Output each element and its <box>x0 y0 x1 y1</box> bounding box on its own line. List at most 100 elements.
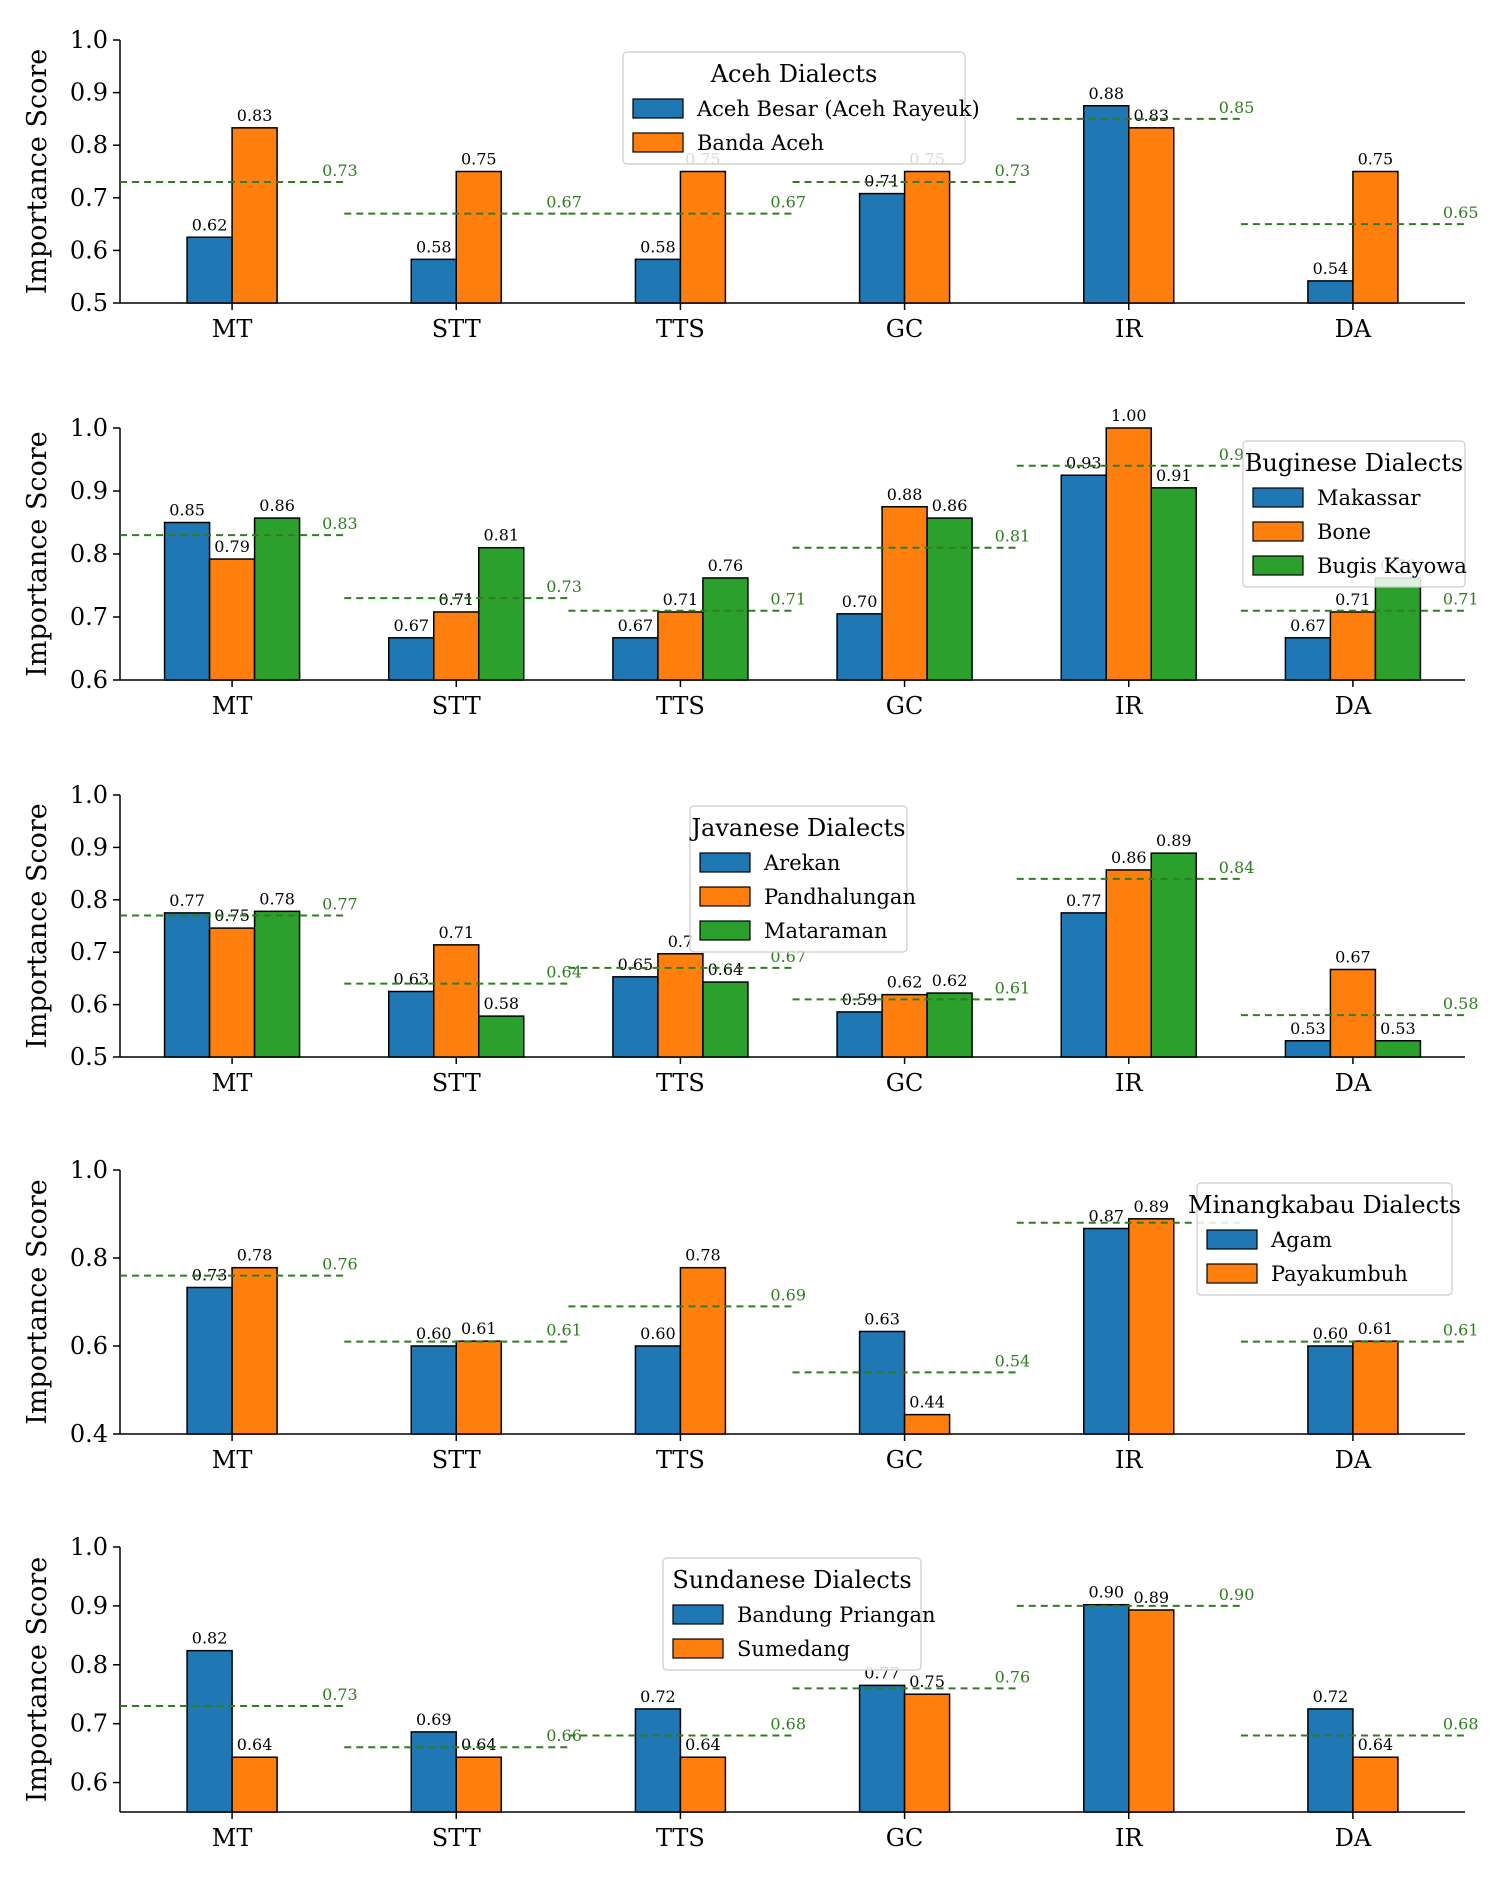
data-label: 0.86 <box>259 496 295 515</box>
x-tick-label-mt: MT <box>212 1069 253 1097</box>
y-tick-label: 1.0 <box>70 781 108 809</box>
bar-mt-series-3 <box>253 517 301 681</box>
legend-title: Minangkabau Dialects <box>1188 1191 1461 1219</box>
data-label: 0.67 <box>618 616 654 635</box>
bar-tts-series-3 <box>702 981 749 1058</box>
data-label: 1.00 <box>1111 406 1147 425</box>
bar-da-series-2 <box>1352 170 1399 304</box>
data-label: 0.54 <box>1313 259 1349 278</box>
legend-swatch-3 <box>699 920 751 941</box>
x-tick-label-tts: TTS <box>656 315 705 343</box>
x-tick-label-mt: MT <box>212 692 253 720</box>
y-tick-label: 1.0 <box>70 26 108 54</box>
x-tick-label-gc: GC <box>886 1824 924 1852</box>
average-label: 0.84 <box>1219 858 1255 877</box>
data-label: 0.67 <box>1335 947 1371 966</box>
bar-ir-series-1 <box>1083 1603 1130 1813</box>
x-tick-label-gc: GC <box>886 692 924 720</box>
bar-mt-series-2 <box>231 1266 278 1435</box>
bar-stt-series-2 <box>433 944 480 1058</box>
bar-ir-series-3 <box>1150 852 1197 1058</box>
data-label: 0.67 <box>393 616 429 635</box>
bar-tts-series-1 <box>612 637 659 681</box>
y-tick-label: 0.9 <box>70 833 108 861</box>
bar-mt-series-1 <box>163 912 211 1058</box>
data-label: 0.77 <box>169 891 205 910</box>
bar-tts-series-1 <box>634 258 682 304</box>
legend: Javanese Dialects Arekan Pandhalungan Matar… <box>688 805 916 953</box>
average-label: 0.73 <box>322 161 358 180</box>
data-label: 0.61 <box>461 1319 497 1338</box>
data-label: 0.87 <box>1088 1207 1124 1226</box>
data-label: 0.81 <box>483 526 519 545</box>
y-tick-label: 0.7 <box>70 184 108 212</box>
y-tick-label: 0.5 <box>70 289 108 317</box>
data-label: 0.75 <box>909 1672 945 1691</box>
bar-gc-series-1 <box>836 613 883 681</box>
legend-frame <box>689 805 908 953</box>
data-label: 0.64 <box>708 960 744 979</box>
legend-swatch-2 <box>632 132 684 153</box>
legend-swatch-2 <box>672 1638 724 1659</box>
legend: Buginese Dialects Makassar Bone Bugis Kayow… <box>1242 440 1467 588</box>
bar-da-series-2 <box>1329 968 1377 1058</box>
data-label: 0.64 <box>237 1735 273 1754</box>
bar-stt-series-1 <box>388 990 435 1058</box>
bar-mt-series-2 <box>208 558 256 681</box>
data-label: 0.64 <box>685 1735 721 1754</box>
data-label: 0.89 <box>1133 1197 1169 1216</box>
y-tick-label: 1.0 <box>70 414 108 442</box>
x-tick-label-da: DA <box>1335 1446 1372 1474</box>
bar-gc-series-1 <box>836 1011 883 1058</box>
x-tick-label-ir: IR <box>1115 1069 1143 1097</box>
bar-ir-series-2 <box>1105 869 1152 1058</box>
data-label: 0.58 <box>483 994 519 1013</box>
average-label: 0.73 <box>995 161 1031 180</box>
legend: Minangkabau Dialects Agam Payakumbuh <box>1188 1182 1461 1296</box>
data-label: 0.64 <box>1358 1735 1394 1754</box>
y-tick-label: 0.7 <box>70 1710 108 1738</box>
data-label: 0.83 <box>1133 106 1169 125</box>
bar-da-series-2 <box>1329 611 1377 681</box>
bar-da-series-2 <box>1352 1756 1399 1813</box>
x-tick-label-gc: GC <box>886 1069 924 1097</box>
bar-ir-series-1 <box>1060 474 1107 681</box>
average-label: 0.71 <box>1443 590 1479 609</box>
data-label: 0.60 <box>416 1324 452 1343</box>
legend: Aceh Dialects Aceh Besar (Aceh Rayeuk) Ban… <box>622 51 980 165</box>
legend-entry: Makassar <box>1317 486 1421 510</box>
data-label: 0.61 <box>1358 1319 1394 1338</box>
y-tick-label: 0.9 <box>70 477 108 505</box>
data-label: 0.71 <box>438 590 474 609</box>
x-tick-label-stt: STT <box>432 315 481 343</box>
bar-da-series-1 <box>1284 1040 1332 1058</box>
data-label: 0.72 <box>640 1687 676 1706</box>
legend-title: Aceh Dialects <box>710 60 878 88</box>
bar-tts-series-2 <box>657 611 704 681</box>
bar-ir-series-1 <box>1060 912 1107 1058</box>
x-tick-label-tts: TTS <box>656 1069 705 1097</box>
data-label: 0.58 <box>640 237 676 256</box>
bar-stt-series-1 <box>388 637 435 681</box>
x-tick-label-da: DA <box>1335 1824 1372 1852</box>
bar-mt-series-2 <box>208 927 256 1058</box>
x-tick-label-mt: MT <box>212 1824 253 1852</box>
bar-tts-series-1 <box>612 976 659 1058</box>
bar-stt-series-1 <box>410 1731 457 1813</box>
data-label: 0.79 <box>214 537 250 556</box>
bar-gc-series-2 <box>903 1693 951 1813</box>
bar-da-series-1 <box>1307 1708 1354 1813</box>
bar-ir-series-2 <box>1128 1609 1175 1813</box>
data-label: 0.63 <box>864 1309 900 1328</box>
data-label: 0.7 <box>668 932 693 951</box>
y-axis-label: Importance Score <box>22 49 53 295</box>
bar-mt-series-1 <box>186 236 233 304</box>
legend-entry: Bone <box>1317 520 1371 544</box>
y-tick-label: 0.8 <box>70 886 108 914</box>
bar-mt-series-3 <box>253 910 301 1058</box>
chart-panel-1: Importance Score 0.5 0.6 0.7 0.8 0.9 1.0 MT 0.62… <box>22 26 1479 343</box>
average-label: 0.76 <box>995 1667 1031 1686</box>
data-label: 0.53 <box>1380 1019 1416 1038</box>
data-label: 0.64 <box>461 1735 497 1754</box>
